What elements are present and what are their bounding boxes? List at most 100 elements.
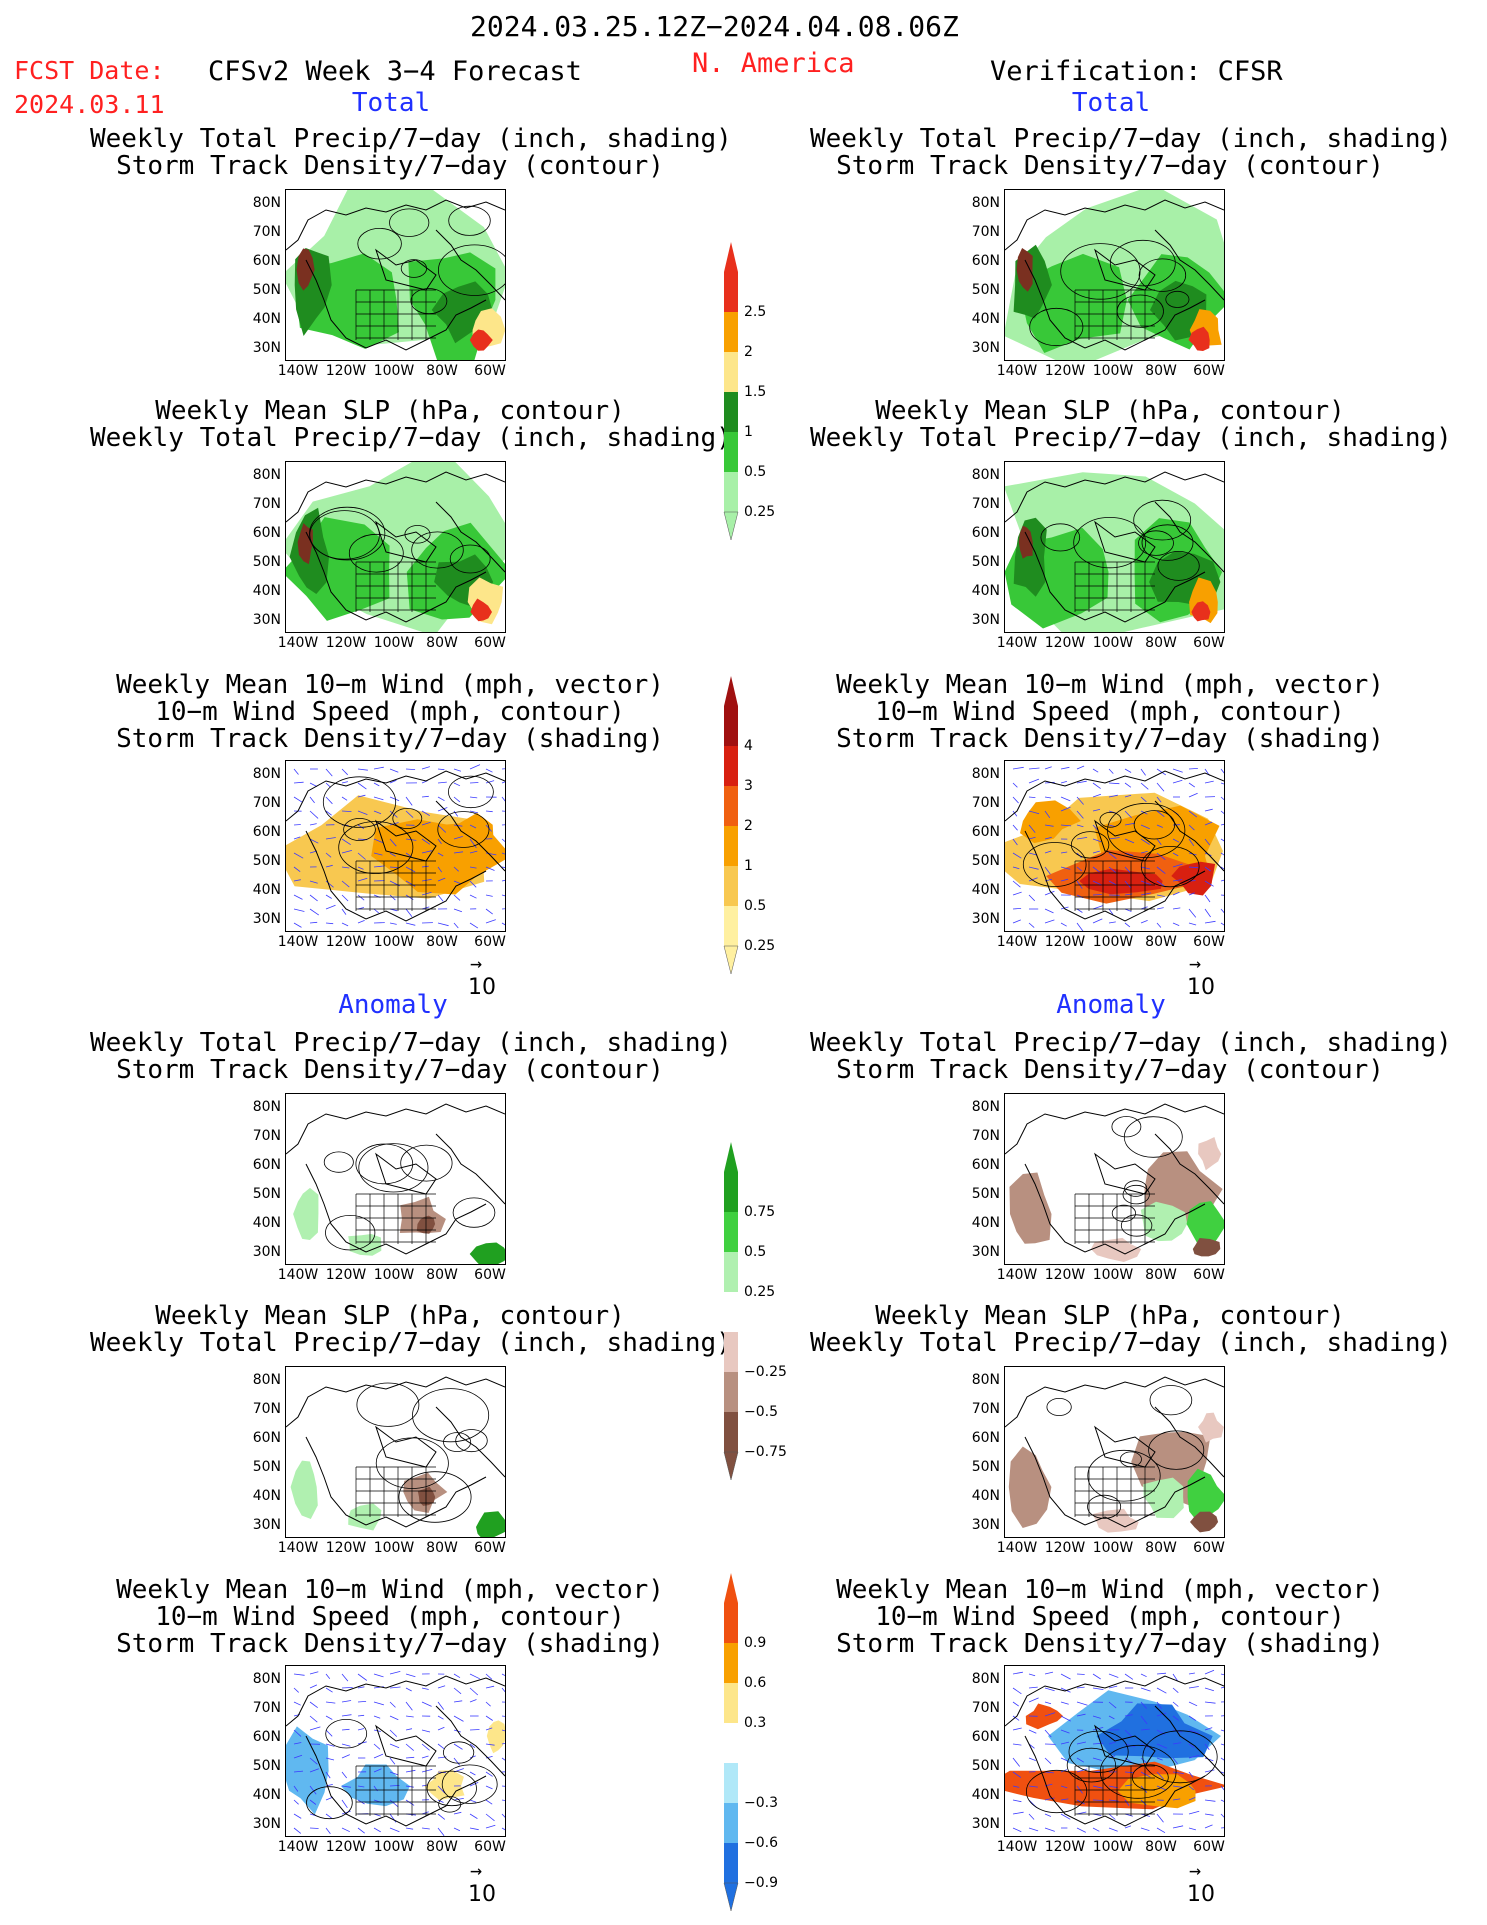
lat-tick-label: 80N <box>252 1671 281 1687</box>
total-label-left: Total <box>351 88 431 118</box>
lat-tick-label: 40N <box>252 583 281 599</box>
lat-tick-label: 70N <box>971 224 1000 240</box>
fcst-date-label: FCST Date: <box>14 56 165 85</box>
region-title: N. America <box>692 48 855 79</box>
lon-tick-label: 120W <box>1044 1540 1086 1556</box>
map-plot <box>1005 765 1224 931</box>
lat-tick-label: 30N <box>252 1816 281 1832</box>
map-panel <box>1004 189 1225 361</box>
panel-title-line: Storm Track Density/7−day (contour) <box>836 151 1384 181</box>
colorbar-label: 1 <box>744 858 753 874</box>
lat-tick-label: 60N <box>252 525 281 541</box>
panel-title-line: Weekly Total Precip/7−day (inch, shading… <box>90 124 732 154</box>
lat-tick-label: 70N <box>252 496 281 512</box>
lon-tick-label: 80W <box>1145 1839 1177 1855</box>
lon-tick-label: 100W <box>373 1267 415 1283</box>
colorbar-label: 4 <box>744 738 753 754</box>
lat-tick-label: 40N <box>252 1215 281 1231</box>
lat-tick-label: 40N <box>971 1787 1000 1803</box>
lat-tick-label: 70N <box>971 795 1000 811</box>
lon-tick-label: 60W <box>1193 1267 1225 1283</box>
vector-reference: 10 <box>468 975 496 1000</box>
lon-tick-label: 100W <box>1092 934 1134 950</box>
map-panel <box>1004 760 1225 932</box>
lon-tick-label: 80W <box>426 934 458 950</box>
lat-tick-label: 30N <box>252 1244 281 1260</box>
lat-tick-label: 40N <box>971 1215 1000 1231</box>
lat-tick-label: 70N <box>252 1700 281 1716</box>
map-panel <box>285 189 506 361</box>
colorbar-label: −0.75 <box>744 1444 787 1460</box>
lon-tick-label: 140W <box>996 635 1038 651</box>
lon-tick-label: 80W <box>1145 635 1177 651</box>
lon-tick-label: 60W <box>474 635 506 651</box>
lon-tick-label: 120W <box>1044 1267 1086 1283</box>
map-panel <box>1004 1366 1225 1538</box>
vector-reference: 10 <box>468 1882 496 1907</box>
panel-title-line: Weekly Mean 10−m Wind (mph, vector) <box>836 1575 1384 1605</box>
lon-tick-label: 80W <box>426 363 458 379</box>
panel-title-line: Storm Track Density/7−day (shading) <box>836 724 1384 754</box>
lat-tick-label: 50N <box>971 853 1000 869</box>
lon-tick-label: 100W <box>373 363 415 379</box>
lat-tick-label: 60N <box>252 1430 281 1446</box>
panel-title-line: Weekly Mean SLP (hPa, contour) <box>155 396 625 426</box>
map-panel <box>1004 1665 1225 1837</box>
lon-tick-label: 120W <box>325 1839 367 1855</box>
lon-tick-label: 120W <box>325 1540 367 1556</box>
lat-tick-label: 80N <box>252 766 281 782</box>
vector-reference: 10 <box>1187 1882 1215 1907</box>
panel-title-line: Weekly Total Precip/7−day (inch, shading… <box>90 423 732 453</box>
lat-tick-label: 80N <box>971 1671 1000 1687</box>
colorbar-label: 3 <box>744 778 753 794</box>
lat-tick-label: 50N <box>252 554 281 570</box>
lon-tick-label: 120W <box>325 934 367 950</box>
panel-title-line: Weekly Mean SLP (hPa, contour) <box>155 1301 625 1331</box>
lat-tick-label: 30N <box>971 612 1000 628</box>
lat-tick-label: 80N <box>971 195 1000 211</box>
map-panel <box>285 461 506 633</box>
panel-title-line: 10−m Wind Speed (mph, contour) <box>155 697 625 727</box>
map-panel <box>285 1093 506 1265</box>
lat-tick-label: 80N <box>252 1372 281 1388</box>
panel-title-line: Weekly Mean SLP (hPa, contour) <box>875 1301 1345 1331</box>
lat-tick-label: 60N <box>252 1157 281 1173</box>
lat-tick-label: 80N <box>971 1099 1000 1115</box>
map-plot <box>286 462 505 632</box>
lat-tick-label: 50N <box>252 1186 281 1202</box>
lat-tick-label: 40N <box>252 882 281 898</box>
lon-tick-label: 100W <box>1092 1540 1134 1556</box>
lon-tick-label: 140W <box>277 1267 319 1283</box>
colorbar-label: −0.5 <box>744 1404 778 1420</box>
lon-tick-label: 100W <box>1092 1267 1134 1283</box>
colorbar-label: 2 <box>744 818 753 834</box>
lat-tick-label: 40N <box>971 882 1000 898</box>
colorbar-label: 0.25 <box>744 1284 776 1300</box>
map-panel <box>285 1665 506 1837</box>
lat-tick-label: 60N <box>971 1157 1000 1173</box>
lat-tick-label: 50N <box>971 1459 1000 1475</box>
model-title: CFSv2 Week 3−4 Forecast <box>208 56 582 87</box>
lon-tick-label: 100W <box>1092 1839 1134 1855</box>
vector-arrow-icon: → <box>1189 951 1202 975</box>
lon-tick-label: 100W <box>373 1839 415 1855</box>
colorbar-label: 1.5 <box>744 384 767 400</box>
lat-tick-label: 70N <box>252 1401 281 1417</box>
lat-tick-label: 70N <box>971 496 1000 512</box>
colorbar-label: −0.3 <box>744 1795 778 1811</box>
lat-tick-label: 70N <box>252 795 281 811</box>
lat-tick-label: 40N <box>252 1488 281 1504</box>
lon-tick-label: 80W <box>426 635 458 651</box>
lon-tick-label: 120W <box>1044 934 1086 950</box>
lat-tick-label: 80N <box>971 766 1000 782</box>
lat-tick-label: 30N <box>252 340 281 356</box>
panel-title-line: Storm Track Density/7−day (contour) <box>836 1055 1384 1085</box>
map-plot <box>1005 471 1224 632</box>
panel-title-line: Weekly Mean 10−m Wind (mph, vector) <box>116 670 664 700</box>
panel-title-line: Weekly Mean SLP (hPa, contour) <box>875 396 1345 426</box>
lat-tick-label: 60N <box>252 824 281 840</box>
lat-tick-label: 40N <box>971 583 1000 599</box>
lon-tick-label: 60W <box>1193 1540 1225 1556</box>
vector-arrow-icon: → <box>1189 1858 1202 1882</box>
lat-tick-label: 40N <box>971 311 1000 327</box>
